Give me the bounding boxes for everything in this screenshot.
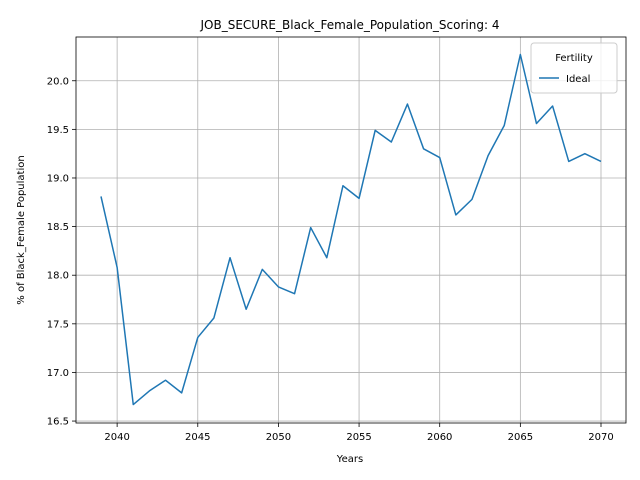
data-point [439,157,441,159]
y-tick-label: 18.0 [47,271,69,282]
data-point [390,141,392,143]
x-tick-label: 2045 [185,432,210,443]
y-tick-label: 16.5 [47,417,69,428]
data-point [165,379,167,381]
data-point [503,124,505,126]
data-point [568,160,570,162]
data-point [277,286,279,288]
data-point [519,54,521,56]
chart-title: JOB_SECURE_Black_Female_Population_Scori… [200,18,500,32]
data-point [310,227,312,229]
y-tick-label: 17.5 [47,319,69,330]
data-point [197,336,199,338]
data-point [261,268,263,270]
y-tick-label: 17.0 [47,368,69,379]
data-point [552,105,554,107]
data-point [584,153,586,155]
data-point [471,198,473,200]
data-point [600,160,602,162]
data-point [406,103,408,105]
data-point [181,392,183,394]
y-tick-label: 20.0 [47,76,69,87]
data-point [294,293,296,295]
legend: Fertility Ideal [530,42,618,94]
data-point [487,155,489,157]
x-tick-label: 2050 [266,432,291,443]
y-axis: 16.5 17.0 17.5 18.0 18.5 19.0 19.5 20.0 [47,76,76,428]
series-layer [100,53,602,406]
legend-title: Fertility [555,53,593,64]
y-tick-label: 19.5 [47,125,69,136]
data-point [148,390,150,392]
data-point [213,317,215,319]
x-tick-label: 2065 [508,432,533,443]
data-point [374,129,376,131]
data-point [423,148,425,150]
x-axis: 2040 2045 2050 2055 2060 2065 2070 [104,423,614,443]
data-point [326,257,328,259]
x-tick-label: 2060 [427,432,452,443]
y-tick-label: 18.5 [47,222,69,233]
plot-frame [75,36,627,424]
y-axis-title: % of Black_Female Population [16,155,27,304]
x-axis-title: Years [336,454,363,465]
data-point [132,404,134,406]
series-line-ideal [100,53,602,406]
data-point [116,266,118,268]
data-point [245,308,247,310]
legend-box [530,42,618,94]
data-point [455,214,457,216]
data-point [229,257,231,259]
legend-label-ideal: Ideal [566,74,590,85]
data-point [342,185,344,187]
data-point [358,197,360,199]
data-point [100,195,102,197]
y-tick-label: 19.0 [47,173,69,184]
x-tick-label: 2070 [588,432,613,443]
x-tick-label: 2040 [104,432,129,443]
data-point [535,123,537,125]
x-tick-label: 2055 [346,432,371,443]
grid-lines [76,37,626,423]
